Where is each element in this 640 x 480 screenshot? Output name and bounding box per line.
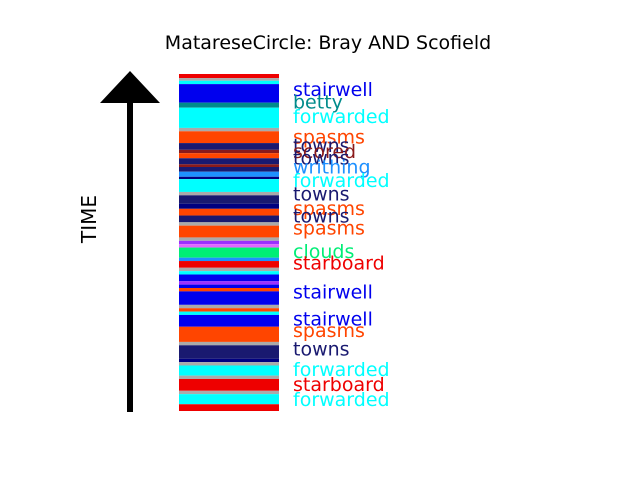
stripe-spasms <box>179 225 279 238</box>
stripe-starboard <box>179 378 279 391</box>
stripe-grey <box>179 341 279 346</box>
stripe-forwarded <box>179 394 279 405</box>
word-label-starboard: starboard <box>293 374 385 396</box>
stripe-spasms <box>179 153 279 159</box>
word-label-towns: towns <box>293 148 350 170</box>
stripe-pink <box>179 244 279 248</box>
stripe-towns <box>179 167 279 172</box>
word-label-spasms: spasms <box>293 126 365 148</box>
word-label-towns: towns <box>293 339 350 361</box>
stripe-towns <box>179 143 279 150</box>
stripe-grey <box>179 78 279 81</box>
word-label-spasms: spasms <box>293 217 365 239</box>
stripe-grey <box>179 362 279 366</box>
word-label-spasms: spasms <box>293 320 365 342</box>
stripe-stairwell <box>179 314 279 327</box>
word-label-betty: betty <box>293 92 343 114</box>
stripe-spasms <box>179 288 279 292</box>
word-label-spasms: spasms <box>293 198 365 220</box>
stripe-forwarded <box>179 80 279 85</box>
stripe-scored <box>179 164 279 168</box>
chart-title: MatareseCircle: Bray AND Scofield <box>165 32 491 54</box>
stripe-bar <box>179 74 279 411</box>
stripe-forwarded <box>179 365 279 376</box>
word-label-stairwell: stairwell <box>293 308 373 330</box>
stripe-clouds <box>179 247 279 258</box>
stripe-spasms <box>179 326 279 342</box>
time-arrow <box>100 71 160 412</box>
stripe-stairwell <box>179 291 279 305</box>
stripe-forwarded <box>179 311 279 315</box>
stripe-edge <box>179 74 279 79</box>
stripe-grey <box>179 127 279 132</box>
y-axis-label: TIME <box>77 195 101 244</box>
stripe-edge <box>179 404 279 411</box>
stripe-towns <box>179 345 279 359</box>
word-label-towns: towns <box>293 206 350 228</box>
word-label-forwarded: forwarded <box>293 389 390 411</box>
stripe-towns <box>179 195 279 204</box>
stripe-spasms <box>179 131 279 144</box>
word-label-starboard: starboard <box>293 253 385 275</box>
stripe-grey <box>179 191 279 196</box>
time-arrow-head <box>100 71 160 103</box>
word-label-towns: towns <box>293 135 350 157</box>
stripe-grey <box>179 390 279 395</box>
word-label-scored: scored <box>293 141 356 163</box>
word-label-forwarded: forwarded <box>293 170 390 192</box>
word-label-writhing: writhing <box>293 157 371 179</box>
time-arrow-shaft <box>127 100 133 412</box>
word-label-forwarded: forwarded <box>293 359 390 381</box>
stripe-starboard <box>179 261 279 268</box>
stripe-towns <box>179 215 279 223</box>
stripe-grey <box>179 222 279 226</box>
stripe-towns <box>179 158 279 165</box>
stripe-scored <box>179 149 279 154</box>
stripe-grey <box>179 237 279 241</box>
stripe-forwarded <box>179 271 279 275</box>
stripe-purple <box>179 281 279 285</box>
stripe-purple <box>179 240 279 245</box>
word-label-clouds: clouds <box>293 241 354 263</box>
stripe-spasms <box>179 308 279 312</box>
stripe-grey <box>179 375 279 379</box>
stripe-writhing <box>179 257 279 262</box>
word-label-towns: towns <box>293 184 350 206</box>
stripe-forwarded <box>179 107 279 128</box>
stripe-writhing <box>179 171 279 177</box>
word-label-stairwell: stairwell <box>293 281 373 303</box>
stripe-grey <box>179 304 279 309</box>
stripe-navy <box>179 176 279 180</box>
stripe-spasms <box>179 208 279 216</box>
word-label-stairwell: stairwell <box>293 79 373 101</box>
stripe-stairwell <box>179 274 279 282</box>
stripe-grey <box>179 267 279 272</box>
word-labels: stairwellbettyforwardedspasmstownsscored… <box>293 79 390 411</box>
stripe-navy <box>179 203 279 209</box>
stripe-stairwell <box>179 84 279 103</box>
stripe-betty <box>179 102 279 108</box>
stripe-stairwell <box>179 284 279 288</box>
stripe-forwarded <box>179 179 279 192</box>
word-label-forwarded: forwarded <box>293 106 390 128</box>
stripe-navy <box>179 358 279 363</box>
